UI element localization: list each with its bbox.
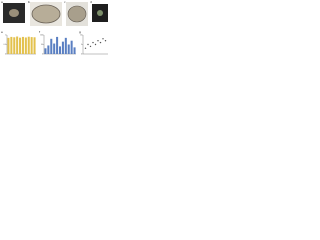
image-content — [97, 10, 103, 16]
image-content — [31, 4, 61, 24]
point — [104, 40, 107, 42]
point — [99, 41, 102, 44]
panel-label: b — [28, 0, 30, 4]
point — [87, 43, 89, 46]
bar — [24, 37, 27, 54]
bar — [10, 36, 13, 54]
bar — [64, 37, 67, 54]
bar — [47, 45, 50, 54]
bar — [7, 37, 10, 54]
bar — [13, 37, 16, 54]
bar — [73, 47, 76, 54]
image-content — [67, 5, 87, 23]
y-tick-label: 0 — [42, 54, 43, 56]
bar — [70, 40, 73, 54]
point — [84, 47, 87, 49]
y-tick-label: 0.5 — [3, 44, 6, 46]
y-tick-label: 0 — [5, 54, 6, 56]
panel-label: a — [1, 0, 3, 4]
bar — [44, 48, 47, 54]
bar — [56, 36, 59, 54]
y-tick-label: 10 — [80, 35, 82, 37]
bar — [27, 36, 30, 54]
bar — [61, 41, 64, 54]
point — [94, 43, 97, 46]
panel-label: d — [90, 0, 92, 4]
panel-label: f — [39, 30, 41, 34]
bar — [53, 43, 56, 54]
bar — [21, 36, 24, 54]
image-content — [9, 9, 19, 17]
y-tick-label: 100 — [40, 35, 43, 37]
bar — [50, 38, 53, 54]
panel-label: g — [79, 30, 81, 34]
y-tick-label: 5 — [81, 44, 82, 46]
y-tick-label: 1 — [5, 35, 6, 37]
bar — [58, 46, 62, 54]
point — [102, 38, 104, 40]
bar — [19, 37, 22, 54]
bar — [30, 37, 33, 54]
point — [97, 40, 99, 42]
y-tick-label: 50 — [41, 44, 43, 46]
point — [92, 41, 94, 44]
bar — [33, 37, 36, 54]
bar — [16, 36, 19, 54]
bar — [67, 44, 70, 54]
y-tick-label: 0 — [81, 54, 82, 56]
point — [89, 45, 92, 48]
panel-label: e — [1, 30, 3, 34]
panel-label: c — [64, 0, 66, 4]
